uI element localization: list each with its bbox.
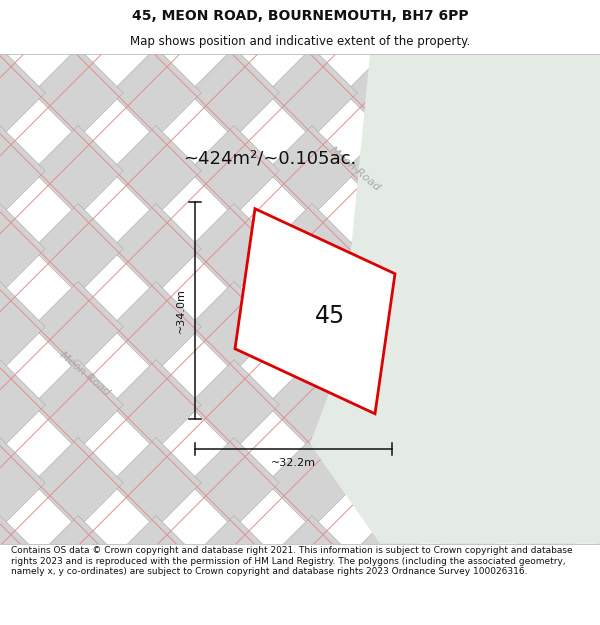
Polygon shape — [267, 48, 357, 138]
Polygon shape — [33, 0, 123, 60]
Polygon shape — [0, 204, 45, 294]
Polygon shape — [111, 281, 201, 372]
Text: ~34.0m: ~34.0m — [176, 288, 186, 332]
Polygon shape — [33, 359, 123, 450]
Polygon shape — [267, 516, 357, 606]
Polygon shape — [33, 126, 123, 216]
Polygon shape — [501, 204, 591, 294]
Polygon shape — [345, 359, 435, 450]
Polygon shape — [579, 516, 600, 606]
Text: Meon Road: Meon Road — [58, 350, 112, 398]
Polygon shape — [267, 0, 357, 60]
Text: Map shows position and indicative extent of the property.: Map shows position and indicative extent… — [130, 36, 470, 48]
Polygon shape — [345, 204, 435, 294]
Polygon shape — [501, 281, 591, 372]
Polygon shape — [33, 516, 123, 606]
Polygon shape — [423, 281, 513, 372]
Polygon shape — [33, 48, 123, 138]
Polygon shape — [33, 281, 123, 372]
Polygon shape — [423, 359, 513, 450]
Text: Contains OS data © Crown copyright and database right 2021. This information is : Contains OS data © Crown copyright and d… — [11, 546, 572, 576]
Polygon shape — [0, 126, 45, 216]
Polygon shape — [111, 516, 201, 606]
Polygon shape — [189, 0, 279, 60]
Polygon shape — [345, 438, 435, 528]
Polygon shape — [33, 438, 123, 528]
Polygon shape — [423, 126, 513, 216]
Polygon shape — [345, 48, 435, 138]
Polygon shape — [310, 54, 600, 544]
Polygon shape — [235, 209, 395, 414]
Text: 45: 45 — [315, 304, 345, 328]
Polygon shape — [189, 516, 279, 606]
Polygon shape — [579, 359, 600, 450]
Polygon shape — [267, 359, 357, 450]
Polygon shape — [423, 438, 513, 528]
Polygon shape — [423, 204, 513, 294]
Polygon shape — [267, 204, 357, 294]
Polygon shape — [501, 438, 591, 528]
Polygon shape — [111, 48, 201, 138]
Text: Meon Road: Meon Road — [328, 145, 382, 192]
Polygon shape — [189, 281, 279, 372]
Polygon shape — [423, 516, 513, 606]
Text: ~32.2m: ~32.2m — [271, 458, 316, 468]
Text: ~424m²/~0.105ac.: ~424m²/~0.105ac. — [184, 150, 356, 168]
Polygon shape — [579, 438, 600, 528]
Text: 45, MEON ROAD, BOURNEMOUTH, BH7 6PP: 45, MEON ROAD, BOURNEMOUTH, BH7 6PP — [131, 9, 469, 23]
Polygon shape — [0, 48, 45, 138]
Polygon shape — [267, 438, 357, 528]
Polygon shape — [189, 438, 279, 528]
Polygon shape — [501, 359, 591, 450]
Polygon shape — [189, 359, 279, 450]
Polygon shape — [501, 516, 591, 606]
Polygon shape — [0, 0, 45, 60]
Polygon shape — [111, 359, 201, 450]
Polygon shape — [189, 48, 279, 138]
Polygon shape — [0, 516, 45, 606]
Polygon shape — [0, 438, 45, 528]
Polygon shape — [267, 281, 357, 372]
Polygon shape — [111, 438, 201, 528]
Polygon shape — [0, 359, 45, 450]
Polygon shape — [345, 281, 435, 372]
Polygon shape — [189, 126, 279, 216]
Polygon shape — [33, 204, 123, 294]
Polygon shape — [189, 204, 279, 294]
Polygon shape — [579, 281, 600, 372]
Polygon shape — [267, 126, 357, 216]
Polygon shape — [111, 126, 201, 216]
Polygon shape — [345, 126, 435, 216]
Polygon shape — [345, 516, 435, 606]
Polygon shape — [0, 281, 45, 372]
Polygon shape — [111, 0, 201, 60]
Polygon shape — [111, 204, 201, 294]
